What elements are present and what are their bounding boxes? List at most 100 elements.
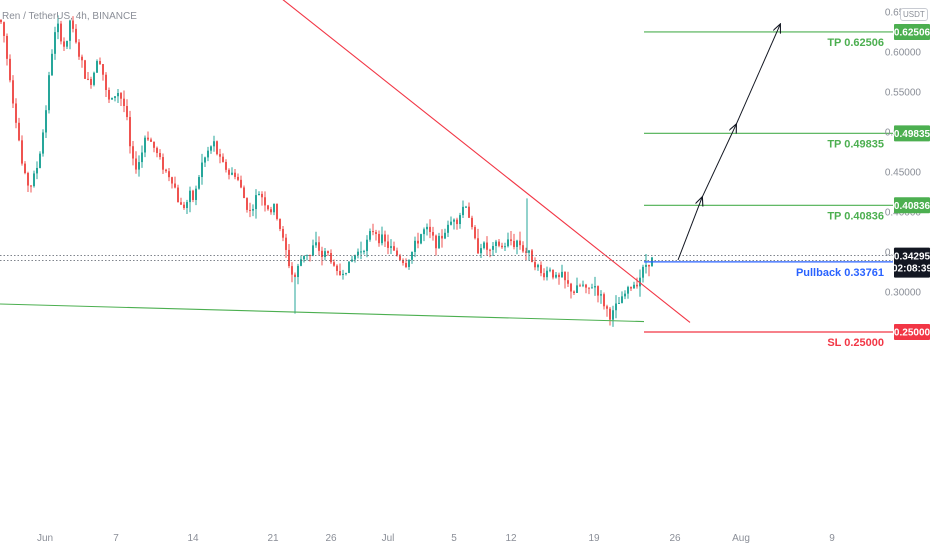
candle-body: [453, 219, 455, 222]
candle-body: [480, 248, 482, 254]
candle-body: [510, 239, 512, 241]
candle-body: [498, 241, 500, 246]
candle-body: [297, 265, 299, 278]
candle-body: [519, 240, 521, 246]
level-label: TP 0.62506: [827, 37, 884, 49]
candle-body: [120, 93, 122, 99]
candle-body: [267, 205, 269, 210]
candle-body: [324, 251, 326, 258]
candle-body: [411, 251, 413, 260]
candle-body: [618, 302, 620, 304]
price-tick-label: 0.30000: [885, 288, 922, 299]
candle-body: [207, 150, 209, 158]
candle-body: [27, 173, 29, 186]
price-tick-label: 0.55000: [885, 88, 922, 99]
candle-body: [138, 162, 140, 170]
candle-body: [195, 188, 197, 200]
candle-body: [3, 22, 5, 36]
candle-body: [603, 294, 605, 307]
candle-body: [216, 141, 218, 155]
candle-body: [534, 262, 536, 268]
candle-body: [126, 106, 128, 118]
candle-body: [459, 215, 461, 225]
time-tick-label: 14: [187, 533, 199, 544]
candle-body: [204, 157, 206, 163]
candle-body: [435, 235, 437, 249]
candle-body: [375, 232, 377, 234]
candle-body: [432, 232, 434, 236]
candle-body: [183, 204, 185, 209]
candle-body: [555, 274, 557, 278]
candle-body: [255, 195, 257, 210]
candle-body: [129, 117, 131, 147]
candle-body: [72, 20, 74, 29]
candle-body: [357, 251, 359, 256]
lines-layer: TP 0.62506 TP 0.49835 TP 0.40836 Pullback 0…: [0, 0, 893, 349]
candle-body: [588, 287, 590, 289]
price-badge-label: 0.62506: [894, 27, 931, 38]
currency-button[interactable]: USDT: [900, 8, 928, 21]
candle-body: [132, 146, 134, 159]
candle-body: [291, 266, 293, 275]
price-badge: 0.25000: [894, 324, 931, 340]
candle-body: [366, 239, 368, 252]
countdown-label: 02:08:39: [892, 264, 932, 275]
candle-body: [474, 227, 476, 239]
candle-body: [600, 294, 602, 296]
candle-body: [390, 246, 392, 248]
candle-body: [339, 270, 341, 276]
price-badge-bg: [894, 324, 930, 340]
candle-body: [240, 179, 242, 188]
candle-body: [333, 262, 335, 266]
candle-body: [141, 152, 143, 163]
candle-body: [102, 64, 104, 75]
candle-body: [567, 280, 569, 284]
candle-body: [48, 75, 50, 111]
candle-body: [159, 153, 161, 158]
projection-arrow: [701, 125, 736, 198]
candle-body: [12, 80, 14, 104]
candle-body: [261, 193, 263, 198]
current-price-badge-bg: [894, 247, 930, 278]
candle-body: [342, 273, 344, 276]
candle-body: [174, 183, 176, 188]
candle-body: [66, 40, 68, 47]
current-price-label: 0.34295: [894, 252, 931, 263]
candle-body: [558, 274, 560, 278]
candle-body: [156, 147, 158, 154]
candle-body: [6, 35, 8, 59]
candle-body: [45, 110, 47, 133]
candle-body: [162, 157, 164, 170]
candle-body: [369, 231, 371, 240]
candle-body: [24, 163, 26, 174]
candle-body: [501, 245, 503, 248]
candle-body: [495, 241, 497, 246]
candle-body: [33, 173, 35, 187]
candle-body: [465, 206, 467, 208]
time-tick-label: 12: [505, 533, 517, 544]
candles-layer: [0, 15, 653, 327]
price-tick-label: 0.60000: [885, 48, 922, 59]
candle-body: [309, 254, 311, 256]
candle-body: [246, 198, 248, 210]
candle-body: [42, 132, 44, 154]
price-tick-label: 0.45000: [885, 168, 922, 179]
candle-body: [636, 284, 638, 287]
candle-body: [15, 103, 17, 123]
candle-body: [423, 229, 425, 235]
candle-body: [630, 287, 632, 289]
level-label: SL 0.25000: [827, 337, 884, 349]
candle-body: [504, 246, 506, 248]
time-tick-label: Aug: [732, 533, 750, 544]
candle-body: [54, 32, 56, 54]
candle-body: [462, 206, 464, 216]
candle-body: [285, 237, 287, 250]
candle-body: [522, 245, 524, 252]
candle-body: [645, 264, 647, 267]
candle-body: [576, 285, 578, 293]
ascending-support-trendline: [0, 303, 645, 323]
candle-body: [492, 245, 494, 250]
candle-body: [564, 271, 566, 281]
candle-body: [18, 122, 20, 141]
